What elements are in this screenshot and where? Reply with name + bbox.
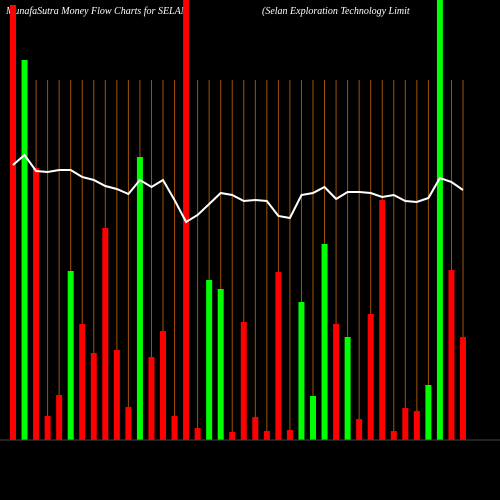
bar: [21, 60, 28, 440]
bar: [460, 337, 466, 440]
bar: [206, 280, 213, 440]
bar: [436, 0, 443, 440]
bar: [240, 322, 247, 440]
bar: [113, 350, 120, 440]
bar: [402, 408, 409, 440]
bar: [90, 353, 97, 440]
bar: [425, 385, 432, 440]
bar: [194, 428, 201, 440]
bar: [229, 432, 236, 440]
bar: [136, 157, 143, 440]
bar: [102, 228, 109, 440]
bar: [356, 419, 363, 440]
bar: [79, 324, 86, 440]
bar: [310, 396, 316, 440]
bar: [160, 331, 166, 440]
bar: [321, 244, 328, 440]
bar: [390, 431, 397, 440]
bar: [44, 416, 51, 440]
chart-title: MunafaSutra Money Flow Charts for SELAN: [5, 6, 189, 17]
chart-subtitle: (Selan Exploration Technology Limit: [262, 6, 410, 17]
bar: [275, 272, 282, 440]
bar: [344, 337, 351, 440]
bar: [217, 289, 224, 440]
bar: [148, 357, 155, 440]
bar: [298, 302, 305, 440]
money-flow-line: [12, 153, 464, 224]
bar: [67, 271, 74, 440]
bar: [367, 314, 374, 440]
bar: [333, 324, 340, 440]
bar: [56, 395, 63, 440]
bar: [125, 407, 132, 440]
bar: [33, 168, 40, 440]
bar: [171, 416, 178, 440]
bar: [10, 5, 16, 440]
bar: [286, 430, 293, 440]
bar: [263, 431, 270, 440]
bar: [252, 417, 259, 440]
bar: [448, 270, 455, 440]
bar: [379, 200, 386, 440]
bar: [413, 411, 420, 440]
